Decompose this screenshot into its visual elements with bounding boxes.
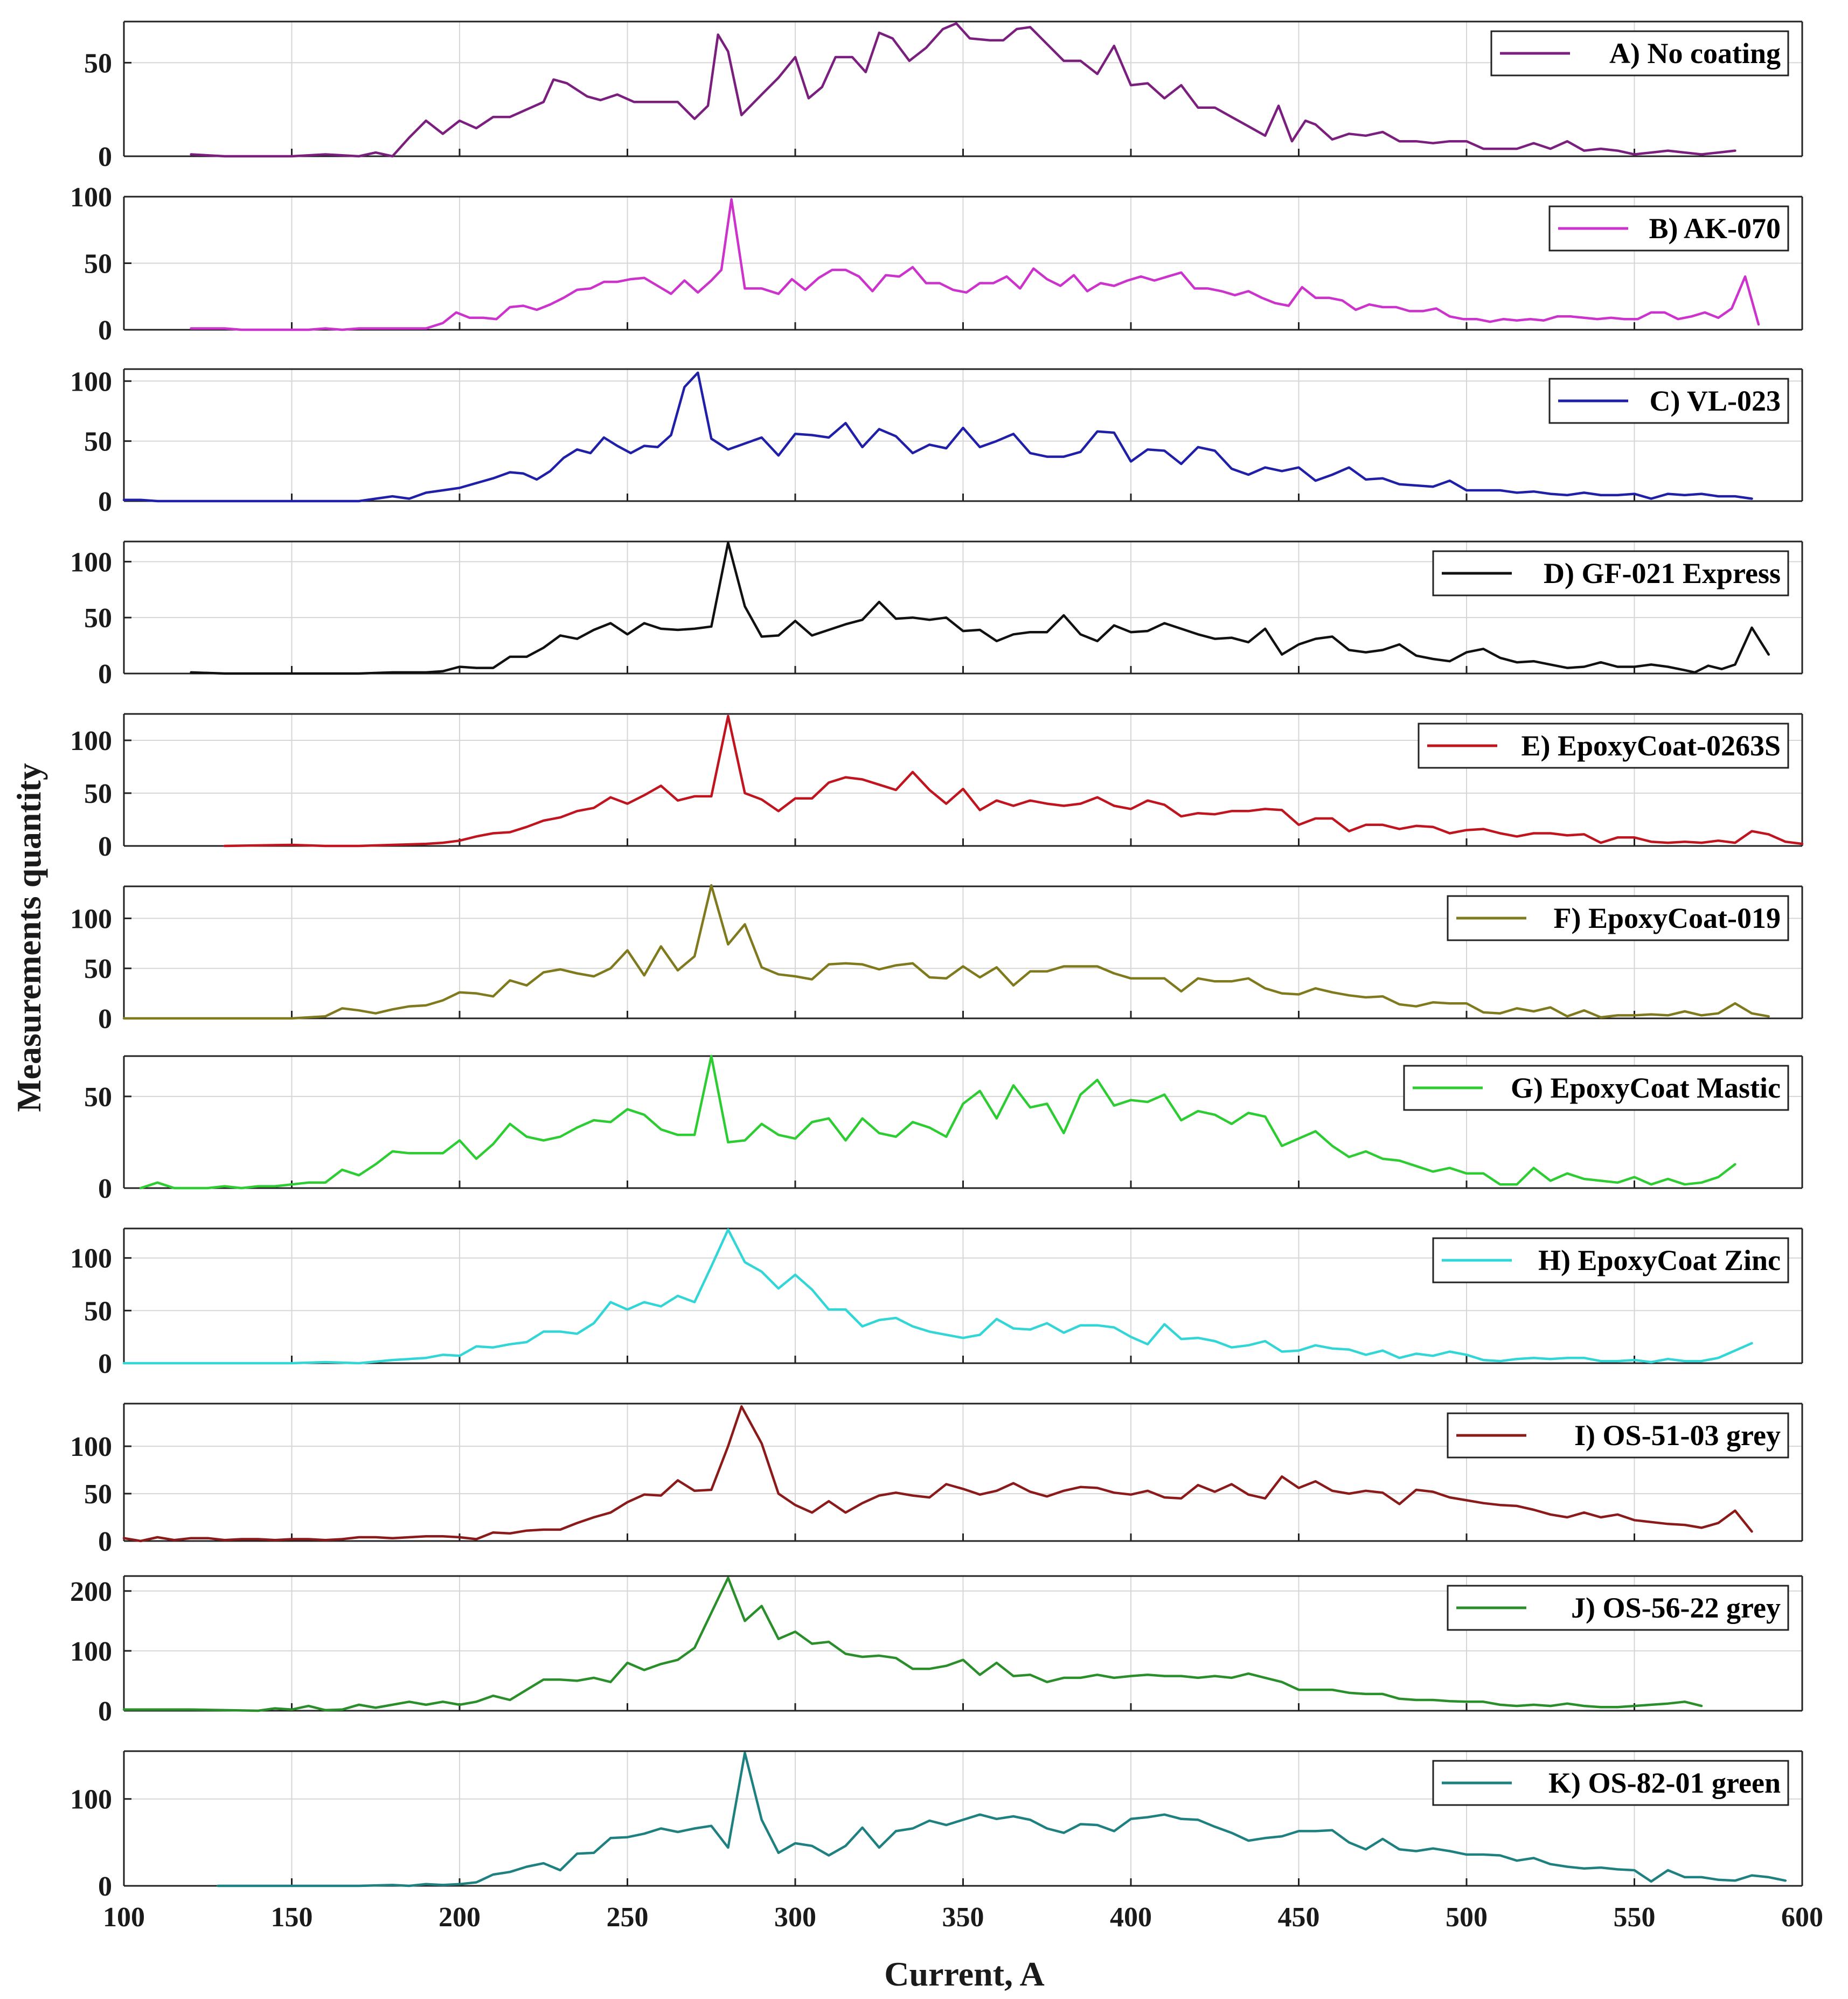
y-tick-label: 50 (84, 427, 112, 457)
y-tick-label: 100 (70, 547, 112, 578)
legend-label: H) EpoxyCoat Zinc (1538, 1244, 1781, 1276)
legend-label: A) No coating (1609, 37, 1781, 70)
y-tick-label: 100 (70, 1636, 112, 1667)
series-line-10 (217, 1751, 1787, 1887)
panel-10: 0 100 K) OS-82-01 green (70, 1750, 1803, 1902)
x-tick-label: 100 (103, 1902, 145, 1933)
x-tick-label: 600 (1781, 1902, 1823, 1933)
series-line-7 (122, 1228, 1753, 1365)
legend-label: E) EpoxyCoat-0263S (1521, 730, 1781, 762)
y-tick-label: 50 (84, 249, 112, 280)
legend-label: J) OS-56-22 grey (1571, 1592, 1781, 1624)
legend-7: H) EpoxyCoat Zinc (1432, 1237, 1789, 1283)
legend-8: I) OS-51-03 grey (1447, 1412, 1789, 1459)
x-tick-label: 250 (607, 1902, 649, 1933)
series-line-2 (122, 371, 1753, 503)
y-tick-label: 100 (70, 366, 112, 397)
y-tick-label: 50 (84, 1082, 112, 1113)
y-tick-label: 50 (84, 1479, 112, 1510)
y-tick-label: 0 (98, 1174, 112, 1204)
panel-3: 0 50 100 D) GF-021 Express (70, 540, 1803, 690)
legend-4: E) EpoxyCoat-0263S (1418, 723, 1789, 769)
x-tick-label: 350 (942, 1902, 984, 1933)
y-tick-label: 200 (70, 1577, 112, 1607)
y-tick-label: 0 (98, 315, 112, 346)
x-tick-label: 450 (1278, 1902, 1320, 1933)
panel-1: 0 50 100 B) AK-070 (70, 182, 1803, 346)
y-tick-label: 50 (84, 1296, 112, 1327)
x-axis-label: Current, A (884, 1955, 1044, 1993)
y-tick-label: 50 (84, 954, 112, 984)
y-tick-label: 50 (84, 779, 112, 809)
legend-0: A) No coating (1490, 30, 1789, 77)
legend-label: K) OS-82-01 green (1548, 1767, 1781, 1799)
chart-panels: 0 50 A) No coating 0 50 100 B) AK-070 0 50 100 C) … (70, 20, 1804, 1902)
panel-0: 0 50 A) No coating (84, 20, 1803, 172)
panel-2: 0 50 100 C) VL-023 (70, 366, 1803, 517)
series-line-5 (122, 884, 1770, 1020)
panel-6: 0 50 G) EpoxyCoat Mastic (84, 1054, 1803, 1204)
y-tick-label: 100 (70, 1432, 112, 1462)
legend-label: D) GF-021 Express (1544, 557, 1781, 589)
y-tick-label: 0 (98, 487, 112, 517)
legend-label: B) AK-070 (1649, 212, 1781, 245)
series-line-8 (122, 1405, 1753, 1543)
legend-6: G) EpoxyCoat Mastic (1403, 1065, 1789, 1111)
x-tick-label: 150 (271, 1902, 313, 1933)
y-tick-label: 0 (98, 1696, 112, 1727)
y-tick-label: 0 (98, 1004, 112, 1035)
y-tick-label: 100 (70, 1244, 112, 1274)
panel-5: 0 50 100 F) EpoxyCoat-019 (70, 884, 1803, 1035)
y-tick-label: 0 (98, 1349, 112, 1379)
legend-label: F) EpoxyCoat-019 (1554, 902, 1781, 934)
series-line-4 (223, 714, 1804, 848)
legend-3: D) GF-021 Express (1432, 550, 1789, 596)
panel-8: 0 50 100 I) OS-51-03 grey (70, 1403, 1803, 1557)
y-tick-label: 0 (98, 659, 112, 690)
x-tick-label: 200 (439, 1902, 481, 1933)
series-line-0 (190, 22, 1736, 158)
legend-label: I) OS-51-03 grey (1574, 1419, 1781, 1452)
x-tick-label: 400 (1110, 1902, 1152, 1933)
legend-9: J) OS-56-22 grey (1447, 1585, 1789, 1631)
panel-9: 0 100 200 J) OS-56-22 grey (70, 1575, 1803, 1727)
legend-label: C) VL-023 (1649, 385, 1781, 417)
panel-7: 0 50 100 H) EpoxyCoat Zinc (70, 1227, 1803, 1379)
y-tick-label: 100 (70, 904, 112, 934)
y-tick-label: 0 (98, 831, 112, 862)
legend-5: F) EpoxyCoat-019 (1447, 895, 1789, 941)
series-line-9 (122, 1577, 1703, 1712)
x-tick-label: 550 (1614, 1902, 1656, 1933)
y-axis-label: Measurements quantity (10, 763, 48, 1112)
legend-label: G) EpoxyCoat Mastic (1511, 1072, 1781, 1104)
y-tick-label: 50 (84, 48, 112, 79)
y-tick-label: 100 (70, 1785, 112, 1815)
y-tick-label: 0 (98, 1526, 112, 1557)
series-line-1 (190, 198, 1760, 331)
series-line-3 (190, 541, 1770, 675)
y-tick-label: 100 (70, 726, 112, 756)
legend-2: C) VL-023 (1548, 378, 1789, 424)
y-tick-label: 100 (70, 182, 112, 213)
x-tick-label: 300 (774, 1902, 816, 1933)
x-tick-label: 500 (1446, 1902, 1488, 1933)
series-line-6 (139, 1054, 1736, 1190)
y-tick-label: 0 (98, 1871, 112, 1902)
legend-10: K) OS-82-01 green (1432, 1760, 1789, 1806)
y-tick-label: 0 (98, 142, 112, 172)
panel-4: 0 50 100 E) EpoxyCoat-0263S (70, 713, 1804, 862)
y-tick-label: 50 (84, 603, 112, 634)
legend-1: B) AK-070 (1548, 205, 1789, 252)
x-axis: 100 150 200 250 300 350 400 450 500 550 600 (103, 1902, 1823, 1933)
